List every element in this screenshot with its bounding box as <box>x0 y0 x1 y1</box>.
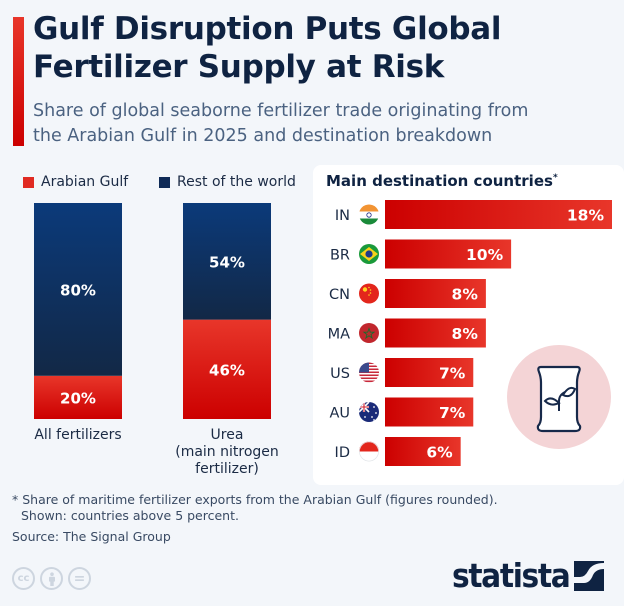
cc-icon[interactable]: cc <box>12 567 35 590</box>
legend-swatch-red <box>23 176 34 188</box>
destination-bar <box>385 279 486 308</box>
usa-flag-icon <box>359 362 379 383</box>
country-code-label: BR <box>330 248 350 264</box>
indonesia-flag-icon <box>359 441 379 462</box>
cc-glyph: cc <box>17 573 30 584</box>
category-label-line: fertilizer) <box>195 461 259 477</box>
australia-flag-icon <box>359 402 379 422</box>
statista-logo-icon <box>574 560 605 591</box>
legend-label: Rest of the world <box>177 174 296 190</box>
category-label-line: All fertilizers <box>34 427 122 443</box>
destination-bar <box>385 239 512 269</box>
footnote: * Share of maritime fertilizer exports f… <box>12 492 498 524</box>
person-glyph <box>48 571 55 586</box>
data-label: 54% <box>209 253 245 271</box>
destination-bar <box>385 200 612 229</box>
statista-logo[interactable]: statista <box>452 556 605 595</box>
destination-bar <box>385 437 461 466</box>
category-label-line: Urea <box>210 427 244 443</box>
chart-title: Gulf Disruption Puts Global Fertilizer S… <box>33 10 613 86</box>
morocco-flag-icon <box>359 323 379 343</box>
data-label: 18% <box>567 207 605 225</box>
country-code-label: IN <box>335 208 350 224</box>
china-flag-icon <box>359 283 379 304</box>
title-line-2: Fertilizer Supply at Risk <box>33 49 445 85</box>
data-label: 10% <box>466 246 504 264</box>
country-code-label: ID <box>335 445 350 461</box>
subtitle-line-2: the Arabian Gulf in 2025 and destination… <box>33 126 493 146</box>
data-label: 7% <box>439 365 466 383</box>
category-label-line: (main nitrogen <box>175 444 279 460</box>
legend-item-arabian-gulf: Arabian Gulf <box>23 174 128 190</box>
destination-bar <box>385 397 474 427</box>
category-label-urea: Urea (main nitrogen fertilizer) <box>165 427 289 478</box>
license-icons: cc = <box>12 567 91 590</box>
title-line-1: Gulf Disruption Puts Global <box>33 11 502 47</box>
fertilizer-sack-icon <box>536 365 582 433</box>
fertilizer-sack-illustration <box>507 345 611 449</box>
data-label: 20% <box>60 389 96 407</box>
category-label-all-fertilizers: All fertilizers <box>20 427 136 444</box>
legend-swatch-navy <box>159 176 170 188</box>
country-code-label: CN <box>329 287 350 303</box>
attribution-icon[interactable] <box>40 567 63 590</box>
bar-segment-arabian-gulf <box>183 319 271 419</box>
destination-bar-chart: IN 18% BR 10% CN 8% MA 8% US 7% AU 7% ID 6% <box>328 200 612 466</box>
brazil-flag-icon <box>359 244 379 264</box>
bar-segment-arabian-gulf <box>34 375 122 419</box>
equals-glyph: = <box>73 570 86 587</box>
title-accent-bar <box>13 17 24 146</box>
destination-panel-title: Main destination countries* <box>326 172 558 190</box>
data-label: 46% <box>209 361 245 379</box>
panel-title-text: Main destination countries <box>326 172 553 190</box>
destination-bar <box>385 318 486 348</box>
data-label: 8% <box>452 286 479 304</box>
brand-wordmark: statista <box>452 556 571 595</box>
country-code-label: AU <box>329 406 350 422</box>
stacked-bar-chart: 20% 80% 46% 54% <box>34 203 271 419</box>
no-derivatives-icon[interactable]: = <box>68 567 91 590</box>
country-code-label: US <box>330 366 350 382</box>
chart-subtitle: Share of global seaborne fertilizer trad… <box>33 99 623 149</box>
bar-segment-rest-of-the-world <box>183 203 271 320</box>
data-label: 6% <box>426 444 453 462</box>
data-label: 8% <box>452 325 479 343</box>
subtitle-line-1: Share of global seaborne fertilizer trad… <box>33 101 529 121</box>
data-label: 80% <box>60 281 96 299</box>
legend-label: Arabian Gulf <box>41 174 129 190</box>
india-flag-icon <box>359 204 379 225</box>
destination-bar <box>385 358 474 387</box>
legend-item-rest-of-world: Rest of the world <box>159 174 296 190</box>
footnote-marker: * <box>552 173 558 183</box>
country-code-label: MA <box>328 327 351 343</box>
bar-segment-rest-of-the-world <box>34 203 122 376</box>
footnote-line-1: * Share of maritime fertilizer exports f… <box>12 492 498 507</box>
data-label: 7% <box>439 404 466 422</box>
footnote-line-2: Shown: countries above 5 percent. <box>21 508 239 523</box>
source-text: Source: The Signal Group <box>12 529 171 544</box>
